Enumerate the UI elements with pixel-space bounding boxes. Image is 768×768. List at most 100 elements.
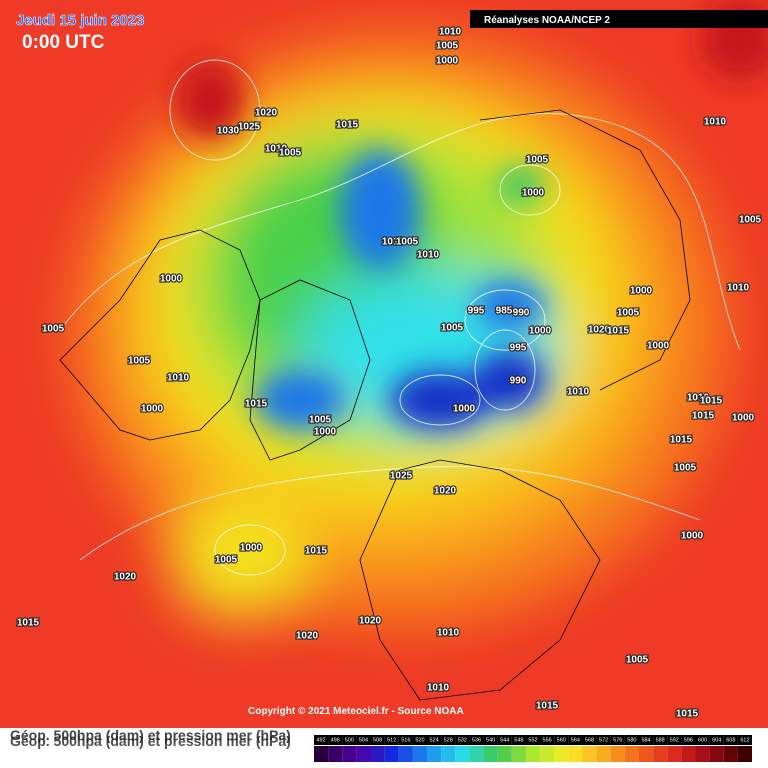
scale-swatch (370, 746, 385, 762)
isobar-label: 1010 (382, 237, 405, 248)
scale-label-bg (667, 735, 682, 745)
scale-swatch (723, 746, 738, 762)
scale-label: 588 (656, 737, 665, 743)
scale-swatch (384, 746, 399, 762)
scale-label-bg (610, 735, 625, 745)
scale-label: 504 (359, 737, 368, 743)
scale-label: 592 (670, 737, 679, 743)
isobar-label: 995 (468, 306, 485, 317)
scale-label: 496 (331, 737, 340, 743)
scale-label-bg (314, 735, 329, 745)
legend-title: Géop. 500hpa (dam) et pression mer (hPa) (10, 727, 291, 743)
scale-label-bg (342, 735, 357, 745)
scale-swatch (610, 746, 625, 762)
isobar-label: 1010 (167, 373, 190, 384)
scale-swatch (653, 746, 668, 762)
scale-swatch (398, 746, 413, 762)
isobar-label: 1005 (674, 463, 697, 474)
copyright: Copyright © 2021 Meteociel.fr - Source N… (248, 706, 464, 717)
scale-swatch (667, 746, 682, 762)
scale-label-bg (624, 735, 639, 745)
scale-swatch (497, 746, 512, 762)
isobar-label: 1015 (336, 120, 359, 131)
isobar-label: 1010 (265, 144, 288, 155)
isobar-label: 1000 (453, 404, 476, 415)
isobar-label: 1015 (692, 411, 715, 422)
isobar-label: 1005 (617, 308, 640, 319)
isobar-label: 1015 (245, 399, 268, 410)
isobar-label: 985 (496, 306, 513, 317)
scale-swatch (624, 746, 639, 762)
scale-label-bg (328, 735, 343, 745)
scale-label-bg (737, 735, 752, 745)
scale-label: 560 (557, 737, 566, 743)
scale-swatch (412, 746, 428, 762)
scale-label-bg (412, 735, 428, 745)
scale-swatch (427, 746, 442, 762)
isobar-label: 1015 (17, 618, 40, 629)
scale-label-bg (384, 735, 399, 745)
isobar-label: 1010 (417, 250, 440, 261)
scale-label: 544 (500, 737, 509, 743)
isobar-label: 1030 (217, 126, 240, 137)
scale-label: 568 (585, 737, 594, 743)
isobar-label: 1010 (437, 628, 460, 639)
scale-swatch (695, 746, 710, 762)
scale-swatch (469, 746, 484, 762)
isobar-label: 1015 (700, 396, 723, 407)
isobar-label: 990 (510, 376, 527, 387)
scale-label-bg (582, 735, 597, 745)
scale-swatch (511, 746, 526, 762)
scale-swatch (441, 746, 456, 762)
isobar-label: 1000 (522, 188, 545, 199)
scale-label: 528 (444, 737, 453, 743)
isobar-label: 1000 (314, 427, 337, 438)
scale-label-bg (709, 735, 724, 745)
scale-label: 520 (415, 737, 424, 743)
isobar-label: 1005 (215, 555, 238, 566)
scale-swatch (455, 746, 470, 762)
isobar-label: 1010 (687, 393, 710, 404)
isobar-label: 1000 (160, 274, 183, 285)
isobar-label: 1000 (529, 326, 552, 337)
scale-label: 604 (712, 737, 721, 743)
coastlines (59, 109, 691, 701)
scale-label: 600 (698, 737, 707, 743)
isobar-label: 1000 (141, 404, 164, 415)
scale-label-bg (540, 735, 555, 745)
scale-swatch (709, 746, 724, 762)
isobar-label: 1005 (128, 356, 151, 367)
date-label: Jeudi 15 juin 2023 (16, 12, 144, 29)
scale-label: 540 (486, 737, 495, 743)
scale-swatch (540, 746, 555, 762)
isobar-label: 1020 (359, 616, 382, 627)
isobar-label: 1005 (526, 155, 549, 166)
scale-swatch (596, 746, 611, 762)
isobar-label: 990 (513, 308, 530, 319)
scale-label-bg (723, 735, 738, 745)
time-label: 0:00 UTC (22, 32, 105, 53)
scale-label: 552 (528, 737, 537, 743)
isobar-label: 1015 (536, 701, 559, 712)
isobar-label: 1015 (676, 709, 699, 720)
scale-swatch (582, 746, 597, 762)
isobar-label: 1005 (42, 324, 65, 335)
isobar-label: 1005 (396, 237, 419, 248)
scale-label-bg (455, 735, 470, 745)
scale-label: 524 (430, 737, 439, 743)
isobar-label: 1010 (427, 683, 450, 694)
scale-label-bg (653, 735, 668, 745)
scale-swatch (342, 746, 357, 762)
scale-label: 492 (316, 737, 325, 743)
scale-swatch (554, 746, 569, 762)
isobar-label: 995 (510, 343, 527, 354)
isobar-label: 1005 (309, 415, 332, 426)
source-label: Réanalyses NOAA/NCEP 2 (484, 15, 610, 26)
scale-label: 572 (599, 737, 608, 743)
scale-label-bg (370, 735, 385, 745)
scale-label: 516 (401, 737, 410, 743)
isobar-label: 1000 (240, 543, 263, 554)
scale-label-bg (554, 735, 569, 745)
isobar-label: 1020 (434, 486, 457, 497)
